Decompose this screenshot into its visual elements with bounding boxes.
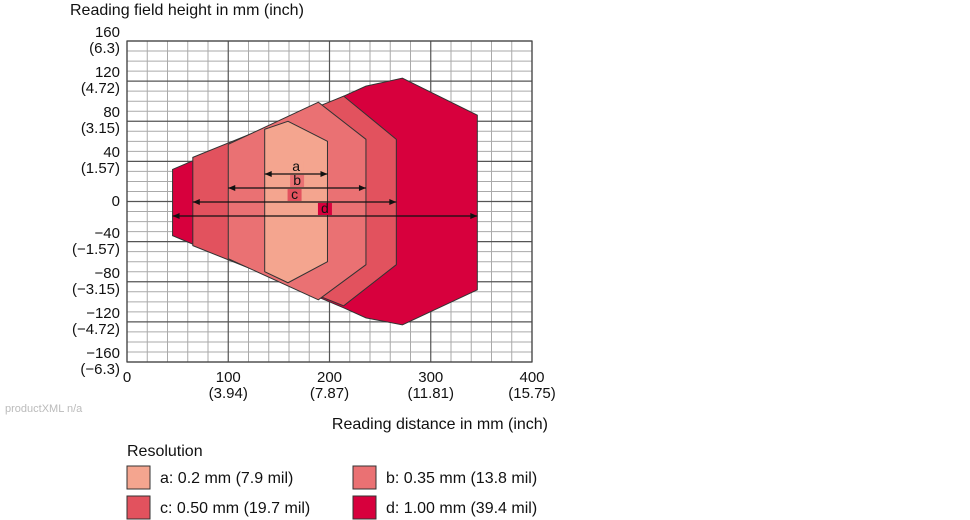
arrow-label: a <box>292 158 300 174</box>
legend-swatch <box>352 495 377 520</box>
legend-swatch <box>126 465 151 490</box>
arrow-label: c <box>291 186 298 202</box>
arrow-label-bg <box>317 203 332 215</box>
x-tick-label: 100 (3.94) <box>208 369 248 402</box>
plot-border <box>126 40 533 363</box>
y-tick-label: 160 (6.3) <box>89 24 120 57</box>
y-tick-label: 120 (4.72) <box>80 64 120 98</box>
y-tick-label: −40 (−1.57) <box>72 224 120 258</box>
arrow-label: b <box>293 172 301 188</box>
y-tick-label: 40 (1.57) <box>80 144 120 178</box>
legend-label: d: 1.00 mm (39.4 mil) <box>386 500 537 517</box>
arrow-label-bg <box>287 189 302 201</box>
y-tick-label: −80 (−3.15) <box>72 264 120 298</box>
x-tick-label: 200 (7.87) <box>309 369 350 402</box>
arrow-label: d <box>321 200 329 216</box>
y-tick-label: −120 (−4.72) <box>72 304 120 338</box>
legend-title: Resolution <box>127 443 203 460</box>
legend-swatch <box>126 495 151 520</box>
legend-swatch <box>352 465 377 490</box>
y-tick-label: 0 <box>111 192 120 210</box>
y-axis-title: Reading field height in mm (inch) <box>70 2 304 19</box>
legend-label: b: 0.35 mm (13.8 mil) <box>386 470 537 487</box>
x-tick-label: 0 <box>122 369 132 386</box>
y-tick-label: −160 (−6.3) <box>80 345 120 378</box>
y-tick-label: 80 (3.15) <box>80 104 120 138</box>
x-tick-label: 400 (15.75) <box>508 369 556 402</box>
legend-label: c: 0.50 mm (19.7 mil) <box>160 500 310 517</box>
arrow-head <box>264 171 328 177</box>
x-tick-label: 300 (11.81) <box>407 369 454 402</box>
arrow-label-bg <box>290 175 305 187</box>
x-axis-title: Reading distance in mm (inch) <box>332 416 548 433</box>
arrow-label-bg <box>289 161 304 173</box>
legend-label: a: 0.2 mm (7.9 mil) <box>160 470 293 487</box>
watermark: productXML n/a <box>5 403 83 415</box>
